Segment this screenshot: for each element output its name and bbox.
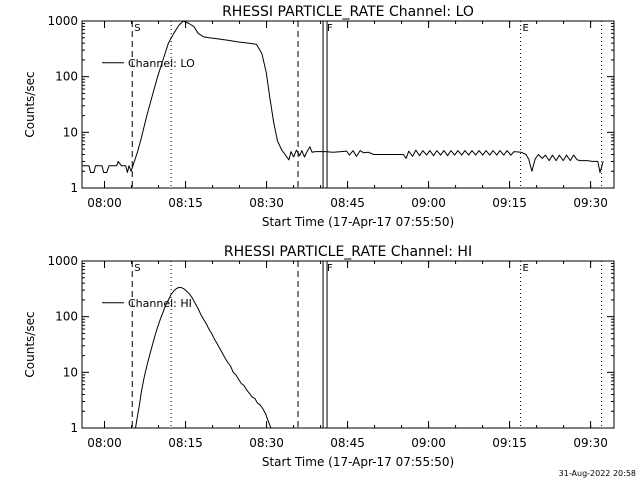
plot-frame xyxy=(81,260,615,429)
x-tick-label: 08:15 xyxy=(168,196,203,210)
x-axis-label: Start Time (17-Apr-17 07:55:50) xyxy=(262,455,454,469)
x-tick-label: 08:45 xyxy=(330,196,365,210)
x-tick-label: 09:15 xyxy=(492,196,527,210)
y-tick-label: 10 xyxy=(63,365,78,379)
x-tick-label: 09:30 xyxy=(573,436,608,450)
hi-channel-panel: RHESSI PARTICLE_RATE Channel: HI Start T… xyxy=(23,244,615,469)
x-tick-label: 08:00 xyxy=(87,436,122,450)
marker-label: S xyxy=(134,263,140,274)
y-tick-label: 1 xyxy=(70,421,78,435)
chart-title: RHESSI PARTICLE_RATE Channel: LO xyxy=(222,4,474,20)
chart-title: RHESSI PARTICLE_RATE Channel: HI xyxy=(224,244,472,260)
data-series-line xyxy=(135,286,272,429)
x-tick-label: 08:15 xyxy=(168,436,203,450)
x-tick-label: 09:00 xyxy=(411,436,446,450)
x-tick-label: 08:30 xyxy=(249,196,284,210)
generation-timestamp: 31-Aug-2022 20:58 xyxy=(559,469,636,478)
y-tick-label: 1000 xyxy=(47,14,78,28)
lo-channel-panel: RHESSI PARTICLE_RATE Channel: LO Start T… xyxy=(23,4,615,229)
marker-label: S xyxy=(134,23,140,34)
marker-label: F xyxy=(327,263,333,274)
x-axis-label: Start Time (17-Apr-17 07:55:50) xyxy=(262,215,454,229)
y-tick-label: 100 xyxy=(55,70,78,84)
y-tick-label: 1 xyxy=(70,181,78,195)
marker-label: F xyxy=(327,23,333,34)
y-tick-label: 1000 xyxy=(47,254,78,268)
marker-label: E xyxy=(523,263,529,274)
x-tick-label: 08:30 xyxy=(249,436,284,450)
y-tick-label: 100 xyxy=(55,310,78,324)
x-tick-label: 09:15 xyxy=(492,436,527,450)
marker-label: E xyxy=(523,23,529,34)
x-tick-label: 08:00 xyxy=(87,196,122,210)
legend-label: Channel: HI xyxy=(128,297,192,310)
data-series-line xyxy=(82,20,604,173)
x-tick-label: 09:30 xyxy=(573,196,608,210)
x-tick-label: 08:45 xyxy=(330,436,365,450)
x-tick-label: 09:00 xyxy=(411,196,446,210)
y-axis-label: Counts/sec xyxy=(23,71,37,137)
y-tick-label: 10 xyxy=(63,125,78,139)
y-axis-label: Counts/sec xyxy=(23,311,37,377)
